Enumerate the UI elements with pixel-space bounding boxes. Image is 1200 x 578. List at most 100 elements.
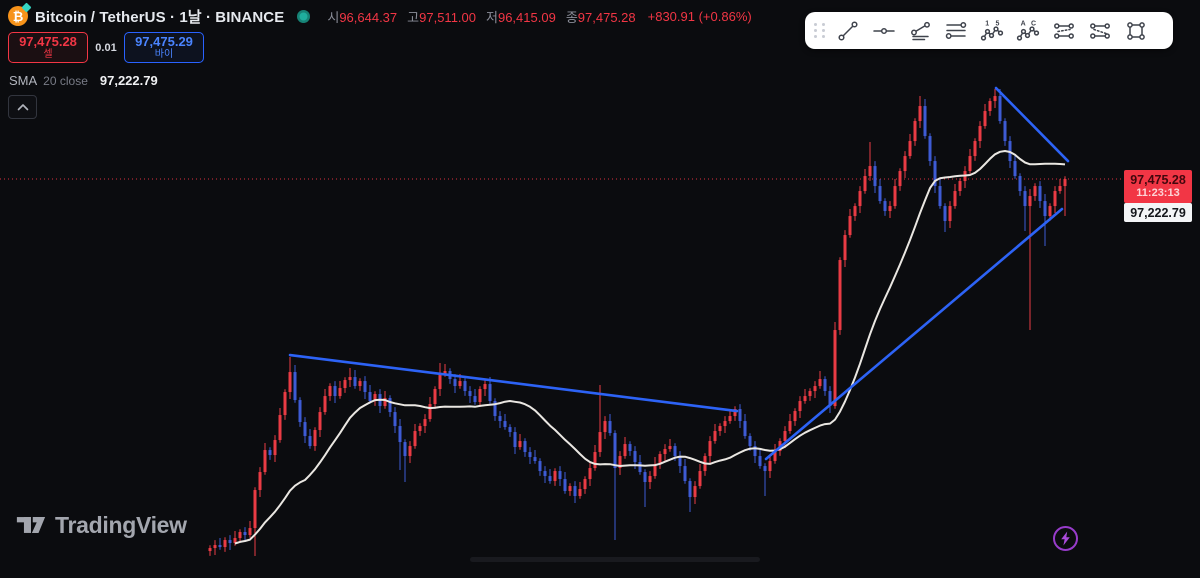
- candle: [388, 398, 392, 413]
- candle: [948, 206, 952, 222]
- tradingview-logo-icon: [16, 517, 46, 533]
- candle: [918, 106, 922, 122]
- boost-button[interactable]: [1051, 524, 1080, 553]
- buy-button[interactable]: 97,475.29 바이: [124, 32, 204, 63]
- candle: [338, 388, 342, 397]
- candle: [958, 181, 962, 192]
- candle: [798, 401, 802, 412]
- symbol-title[interactable]: Bitcoin / TetherUS · 1날 · BINANCE: [35, 8, 285, 26]
- candle: [803, 396, 807, 402]
- candle: [708, 441, 712, 457]
- ascending-trendline[interactable]: [764, 207, 1064, 461]
- tool-info-line-button[interactable]: [902, 16, 938, 46]
- candle: [478, 389, 482, 403]
- candle: [313, 430, 317, 447]
- candle: [233, 538, 237, 544]
- bitcoin-logo-icon: ₿: [8, 2, 32, 26]
- candle: [1063, 179, 1067, 187]
- candle: [768, 461, 772, 472]
- sma-price-value: 97,222.79: [1130, 205, 1186, 220]
- indicator-legend[interactable]: SMA 20 close 97,222.79: [9, 73, 158, 88]
- candle: [643, 472, 647, 483]
- tool-parallel-channel-button[interactable]: [1046, 16, 1082, 46]
- candle: [503, 421, 507, 428]
- candle: [983, 111, 987, 127]
- sell-button[interactable]: 97,475.28 셀: [8, 32, 88, 63]
- chevron-up-icon: [17, 104, 28, 111]
- candle: [888, 206, 892, 212]
- candle: [653, 464, 657, 477]
- horizontal-scrollbar[interactable]: [470, 557, 760, 562]
- tool-horizontal-line-button[interactable]: [866, 16, 902, 46]
- candle: [278, 415, 282, 441]
- candle: [293, 372, 297, 401]
- candle: [723, 421, 727, 427]
- candle: [593, 452, 597, 469]
- candle: [608, 421, 612, 434]
- candle: [483, 384, 487, 390]
- candle: [853, 206, 857, 217]
- candle: [713, 431, 717, 442]
- candle: [998, 96, 1002, 122]
- candle: [758, 456, 762, 467]
- sma-20-line[interactable]: [234, 150, 1066, 545]
- candle: [418, 426, 422, 432]
- candle: [893, 186, 897, 207]
- tradingview-watermark: TradingView: [16, 510, 187, 540]
- market-open-status-icon[interactable]: [297, 9, 311, 23]
- sell-label: 셀: [43, 48, 53, 60]
- candle: [353, 377, 357, 387]
- collapse-legend-button[interactable]: [8, 95, 37, 119]
- candle: [373, 394, 377, 402]
- tool-trend-line-button[interactable]: [830, 16, 866, 46]
- candle: [783, 431, 787, 442]
- candle: [428, 404, 432, 420]
- candle: [1033, 186, 1037, 197]
- candle: [223, 540, 227, 548]
- open-value: 96,644.37: [339, 9, 398, 25]
- candle: [543, 471, 547, 477]
- descending-trendline-right[interactable]: [994, 86, 1070, 163]
- candle: [1048, 206, 1052, 217]
- descending-trendline-left[interactable]: [288, 353, 739, 413]
- candle: [743, 421, 747, 437]
- candle: [968, 156, 972, 172]
- candle: [463, 381, 467, 392]
- candle: [913, 121, 917, 142]
- candle: [733, 409, 737, 417]
- symbol-header: ₿ Bitcoin / TetherUS · 1날 · BINANCE 시96,…: [8, 2, 752, 27]
- candle: [823, 379, 827, 392]
- candle: [308, 436, 312, 447]
- candle: [413, 431, 417, 447]
- candle: [473, 396, 477, 403]
- candle: [628, 444, 632, 452]
- trade-panel: 97,475.28 셀 0.01 97,475.29 바이: [8, 32, 204, 63]
- change-value: +830.91 (+0.86%): [647, 8, 752, 24]
- candle: [508, 427, 512, 433]
- candle: [1028, 196, 1032, 207]
- candle: [243, 532, 247, 536]
- tool-flat-channel-button[interactable]: [1082, 16, 1118, 46]
- bitcoin-glyph: ₿: [12, 8, 24, 24]
- sma-price-label: 97,222.79: [1124, 203, 1192, 222]
- indicator-params: 20 close: [43, 74, 88, 88]
- candle: [623, 444, 627, 457]
- tool-rectangle-button[interactable]: [1118, 16, 1154, 46]
- close-value: 97,475.28: [577, 9, 636, 25]
- sell-price: 97,475.28: [19, 33, 77, 49]
- buy-label: 바이: [154, 48, 174, 60]
- candle: [788, 421, 792, 432]
- candle: [813, 386, 817, 392]
- candle: [668, 446, 672, 450]
- candle: [678, 456, 682, 467]
- tool-parallel-lines-button[interactable]: [938, 16, 974, 46]
- candle: [358, 381, 362, 387]
- candle: [213, 545, 217, 549]
- toolbar-drag-handle-icon[interactable]: [813, 22, 827, 40]
